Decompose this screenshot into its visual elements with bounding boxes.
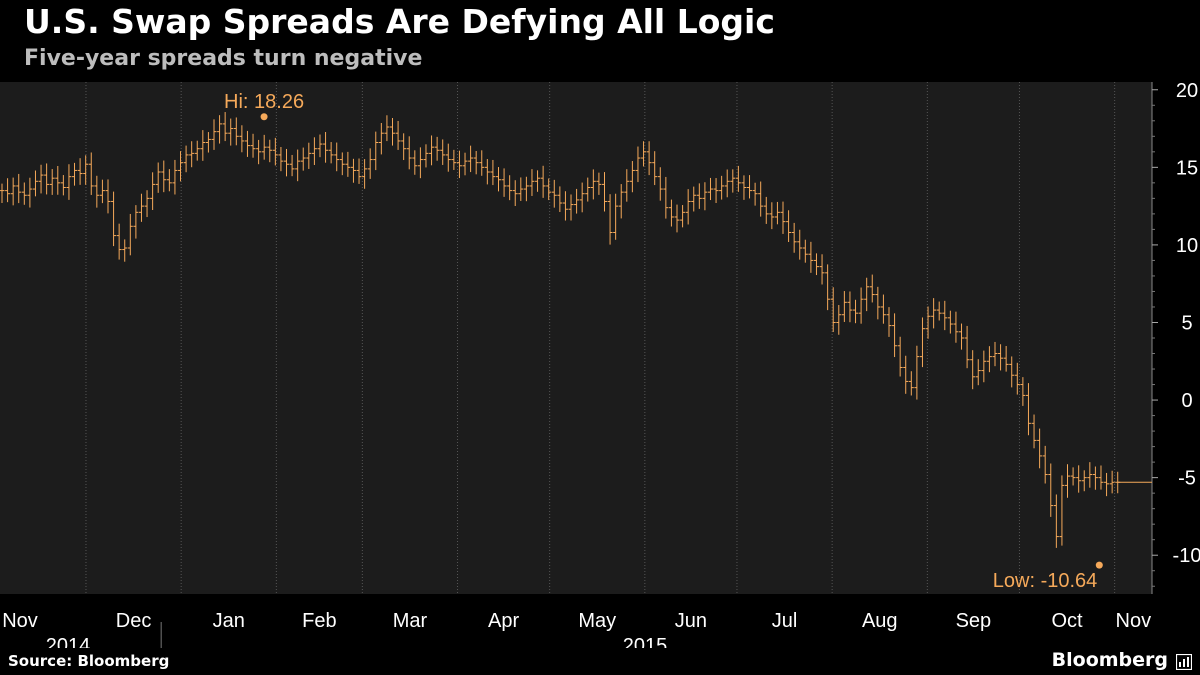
y-tick-label: -10 <box>1173 545 1200 567</box>
annotation-label: Hi: 18.26 <box>224 91 304 113</box>
chart-subtitle: Five-year spreads turn negative <box>24 46 423 71</box>
source-label: Source: Bloomberg <box>8 652 170 670</box>
annotation-label: Low: -10.64 <box>993 570 1098 592</box>
y-tick-label: 5 <box>1181 312 1192 334</box>
bloomberg-terminal-icon <box>1176 654 1192 670</box>
year-label: 2014 <box>46 635 91 648</box>
annotation-marker <box>260 113 268 121</box>
brand-logo-text: Bloomberg <box>1051 649 1168 671</box>
y-tick-label: 15 <box>1176 157 1198 179</box>
x-tick-label: Oct <box>1051 610 1083 632</box>
year-label: 2015 <box>623 635 668 648</box>
x-tick-label: Dec <box>116 610 152 632</box>
x-tick-label: Jun <box>675 610 707 632</box>
series-group <box>0 112 1121 548</box>
x-tick-label: Jul <box>772 610 798 632</box>
x-tick-label: May <box>578 610 616 632</box>
chart-area: Nov Dec Jan Feb Mar Apr May Jun Jul Aug Sep Oct Nov 2… <box>0 82 1200 648</box>
chart-footer: Source: Bloomberg Bloomberg <box>0 648 1200 675</box>
x-tick-label: Nov <box>1116 610 1152 632</box>
y-tick-label: 10 <box>1176 235 1198 257</box>
chart-header: U.S. Swap Spreads Are Defying All Logic … <box>0 0 1200 82</box>
y-tick-label: 0 <box>1181 390 1192 412</box>
x-tick-label: Nov <box>2 610 38 632</box>
chart-title: U.S. Swap Spreads Are Defying All Logic <box>24 2 775 41</box>
annotation-marker <box>1095 561 1103 569</box>
x-tick-label: Mar <box>393 610 428 632</box>
x-tick-label: Aug <box>862 610 898 632</box>
x-tick-label: Feb <box>302 610 336 632</box>
plot-background <box>0 82 1152 594</box>
y-tick-label: 20 <box>1176 82 1198 102</box>
x-tick-label: Apr <box>488 610 519 632</box>
x-tick-label: Sep <box>956 610 992 632</box>
y-tick-label: -5 <box>1178 468 1196 490</box>
x-tick-label: Jan <box>213 610 245 632</box>
